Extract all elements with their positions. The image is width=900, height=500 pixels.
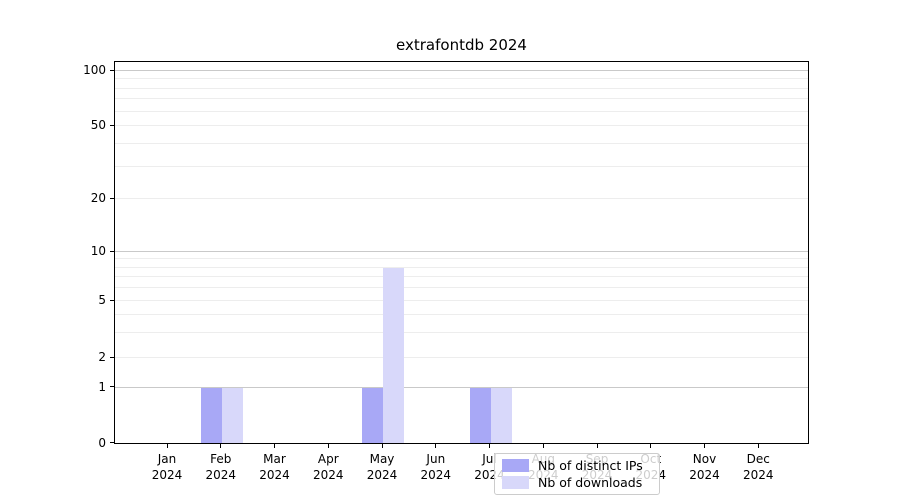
minor-gridline <box>115 78 808 80</box>
distinct-ips-swatch-icon <box>502 459 529 472</box>
x-tick-label-may: May 2024 <box>352 451 412 483</box>
x-tick-mark <box>489 444 490 448</box>
x-tick-mark <box>327 444 329 448</box>
x-tick-mark <box>435 444 437 448</box>
y-tick-mark <box>110 299 114 301</box>
x-tick-mark <box>381 444 383 448</box>
major-gridline <box>115 70 808 71</box>
legend-item-distinct-ips: Nb of distinct IPs <box>502 458 652 473</box>
x-tick-year: 2024 <box>151 468 183 482</box>
minor-gridline <box>115 331 808 333</box>
x-tick-mark <box>542 444 544 448</box>
plot-area: Nb of distinct IPs Nb of downloads <box>114 61 809 495</box>
y-tick-mark <box>110 124 114 126</box>
chart-title: extrafontdb 2024 <box>396 36 527 54</box>
bar-distinct-ips-feb <box>200 387 222 443</box>
y-tick-label: 0 <box>98 435 106 450</box>
x-tick-year: 2024 <box>205 468 237 482</box>
x-tick-year: 2024 <box>313 468 344 482</box>
minor-gridline <box>115 198 808 200</box>
bar-downloads-jul <box>490 387 512 443</box>
major-gridline <box>115 251 808 252</box>
y-tick-label: 20 <box>90 191 106 206</box>
legend-label: Nb of distinct IPs <box>538 458 643 473</box>
x-tick-mark <box>596 444 598 448</box>
minor-gridline <box>115 125 808 126</box>
x-tick-label-jun: Jun 2024 <box>406 451 466 483</box>
x-tick-label-feb: Feb 2024 <box>191 451 251 483</box>
minor-gridline <box>115 110 808 112</box>
x-tick-mark <box>220 444 222 448</box>
minor-gridline <box>115 98 808 100</box>
y-tick-label: 2 <box>98 350 106 365</box>
x-tick-year: 2024 <box>366 468 398 482</box>
y-tick-mark <box>110 250 114 252</box>
y-tick-label: 1 <box>98 379 106 394</box>
x-tick-year: 2024 <box>689 468 720 482</box>
bar-distinct-ips-may <box>362 387 383 443</box>
x-tick-label-nov: Nov 2024 <box>675 451 735 483</box>
y-tick-label: 50 <box>90 118 106 132</box>
bar-distinct-ips-jul <box>469 387 491 443</box>
x-tick-label-dec: Dec 2024 <box>728 451 788 483</box>
bar-downloads-may <box>383 267 404 443</box>
minor-gridline <box>115 276 808 278</box>
x-tick-mark <box>274 444 275 448</box>
x-tick-label-mar: Mar 2024 <box>245 451 305 483</box>
y-tick-mark <box>110 442 114 444</box>
y-tick-mark <box>110 386 114 388</box>
legend-label: Nb of downloads <box>538 475 643 490</box>
legend: Nb of distinct IPs Nb of downloads <box>494 453 660 495</box>
x-tick-mark <box>704 444 705 448</box>
y-tick-label: 5 <box>98 293 106 307</box>
minor-gridline <box>115 313 808 315</box>
minor-gridline <box>115 165 808 167</box>
legend-item-downloads: Nb of downloads <box>502 475 652 490</box>
minor-gridline <box>115 258 808 260</box>
y-tick-mark <box>110 356 114 358</box>
x-tick-label-jan: Jan 2024 <box>137 451 197 483</box>
x-tick-label-apr: Apr 2024 <box>298 451 358 483</box>
minor-gridline <box>115 357 808 359</box>
x-tick-year: 2024 <box>259 468 290 482</box>
y-tick-mark <box>110 197 114 199</box>
minor-gridline <box>115 300 808 301</box>
y-tick-label: 100 <box>83 63 106 77</box>
x-tick-mark <box>166 444 168 448</box>
y-tick-mark <box>110 69 114 71</box>
major-gridline <box>115 386 808 388</box>
downloads-swatch-icon <box>502 476 529 489</box>
x-tick-mark <box>757 444 759 448</box>
minor-gridline <box>115 266 808 268</box>
y-tick-label: 10 <box>90 244 106 258</box>
minor-gridline <box>115 287 808 289</box>
bar-downloads-feb <box>221 387 243 443</box>
minor-gridline <box>115 142 808 144</box>
x-tick-mark <box>650 444 652 448</box>
x-tick-year: 2024 <box>743 468 774 482</box>
minor-gridline <box>115 87 808 89</box>
x-tick-year: 2024 <box>420 468 452 482</box>
